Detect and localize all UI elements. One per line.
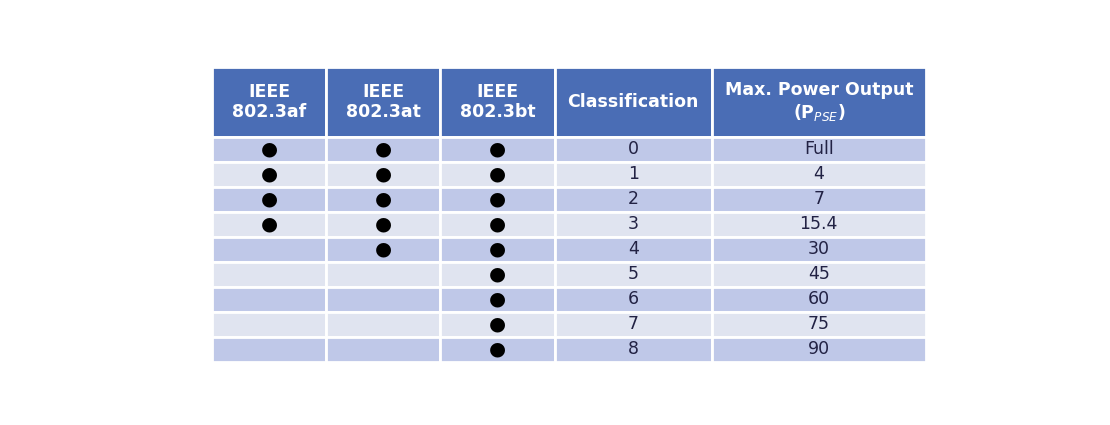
FancyBboxPatch shape: [555, 212, 712, 237]
FancyBboxPatch shape: [326, 162, 441, 187]
FancyBboxPatch shape: [712, 287, 926, 312]
Text: Full: Full: [804, 140, 834, 158]
Text: ●: ●: [490, 215, 506, 234]
FancyBboxPatch shape: [555, 136, 712, 162]
FancyBboxPatch shape: [441, 162, 555, 187]
FancyBboxPatch shape: [212, 68, 326, 136]
Text: 60: 60: [808, 290, 830, 308]
FancyBboxPatch shape: [326, 337, 441, 362]
Text: ●: ●: [261, 164, 278, 184]
Text: 8: 8: [627, 340, 638, 358]
FancyBboxPatch shape: [712, 237, 926, 262]
FancyBboxPatch shape: [712, 262, 926, 287]
FancyBboxPatch shape: [555, 187, 712, 212]
Text: 30: 30: [808, 240, 830, 258]
FancyBboxPatch shape: [326, 68, 441, 136]
Text: ●: ●: [490, 315, 506, 334]
Text: ●: ●: [490, 164, 506, 184]
Text: IEEE
802.3at: IEEE 802.3at: [346, 82, 421, 122]
FancyBboxPatch shape: [555, 287, 712, 312]
FancyBboxPatch shape: [326, 312, 441, 337]
FancyBboxPatch shape: [712, 162, 926, 187]
Text: ●: ●: [375, 164, 392, 184]
FancyBboxPatch shape: [712, 337, 926, 362]
FancyBboxPatch shape: [326, 287, 441, 312]
FancyBboxPatch shape: [555, 68, 712, 136]
FancyBboxPatch shape: [441, 237, 555, 262]
FancyBboxPatch shape: [212, 262, 326, 287]
FancyBboxPatch shape: [712, 187, 926, 212]
FancyBboxPatch shape: [212, 136, 326, 162]
Text: ●: ●: [375, 190, 392, 209]
FancyBboxPatch shape: [555, 237, 712, 262]
Text: 75: 75: [808, 315, 830, 333]
Text: IEEE
802.3bt: IEEE 802.3bt: [460, 82, 535, 122]
Text: 6: 6: [627, 290, 638, 308]
Text: 45: 45: [808, 265, 829, 283]
FancyBboxPatch shape: [212, 337, 326, 362]
Text: Max. Power Output
(P$_{PSE}$): Max. Power Output (P$_{PSE}$): [725, 81, 914, 123]
FancyBboxPatch shape: [212, 237, 326, 262]
Text: ●: ●: [261, 190, 278, 209]
FancyBboxPatch shape: [555, 337, 712, 362]
FancyBboxPatch shape: [441, 312, 555, 337]
Text: 2: 2: [627, 190, 638, 208]
FancyBboxPatch shape: [326, 212, 441, 237]
FancyBboxPatch shape: [441, 287, 555, 312]
FancyBboxPatch shape: [326, 187, 441, 212]
FancyBboxPatch shape: [212, 187, 326, 212]
Text: ●: ●: [490, 240, 506, 259]
FancyBboxPatch shape: [212, 162, 326, 187]
FancyBboxPatch shape: [212, 287, 326, 312]
Text: 90: 90: [808, 340, 830, 358]
FancyBboxPatch shape: [555, 262, 712, 287]
FancyBboxPatch shape: [212, 212, 326, 237]
Text: Classification: Classification: [567, 93, 699, 111]
FancyBboxPatch shape: [326, 237, 441, 262]
Text: ●: ●: [490, 265, 506, 284]
Text: ●: ●: [490, 139, 506, 159]
Text: 4: 4: [627, 240, 638, 258]
FancyBboxPatch shape: [441, 262, 555, 287]
Text: ●: ●: [375, 215, 392, 234]
FancyBboxPatch shape: [555, 312, 712, 337]
Text: 5: 5: [627, 265, 638, 283]
Text: 1: 1: [627, 165, 638, 183]
FancyBboxPatch shape: [712, 312, 926, 337]
Text: ●: ●: [261, 215, 278, 234]
FancyBboxPatch shape: [441, 68, 555, 136]
FancyBboxPatch shape: [712, 68, 926, 136]
Text: ●: ●: [375, 139, 392, 159]
FancyBboxPatch shape: [441, 187, 555, 212]
FancyBboxPatch shape: [212, 312, 326, 337]
FancyBboxPatch shape: [712, 212, 926, 237]
FancyBboxPatch shape: [441, 136, 555, 162]
Text: 4: 4: [814, 165, 825, 183]
FancyBboxPatch shape: [441, 212, 555, 237]
Text: ●: ●: [490, 340, 506, 359]
Text: 0: 0: [627, 140, 638, 158]
FancyBboxPatch shape: [712, 136, 926, 162]
Text: ●: ●: [375, 240, 392, 259]
Text: ●: ●: [490, 190, 506, 209]
Text: ●: ●: [490, 290, 506, 309]
Text: IEEE
802.3af: IEEE 802.3af: [232, 82, 306, 122]
FancyBboxPatch shape: [441, 337, 555, 362]
FancyBboxPatch shape: [555, 162, 712, 187]
Text: 7: 7: [627, 315, 638, 333]
Text: 3: 3: [627, 215, 638, 233]
Text: 7: 7: [814, 190, 825, 208]
Text: 15.4: 15.4: [799, 215, 838, 233]
Text: ●: ●: [261, 139, 278, 159]
FancyBboxPatch shape: [326, 136, 441, 162]
FancyBboxPatch shape: [326, 262, 441, 287]
